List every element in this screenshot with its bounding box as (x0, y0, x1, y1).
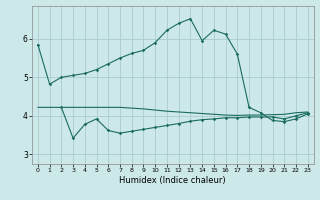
X-axis label: Humidex (Indice chaleur): Humidex (Indice chaleur) (119, 176, 226, 185)
